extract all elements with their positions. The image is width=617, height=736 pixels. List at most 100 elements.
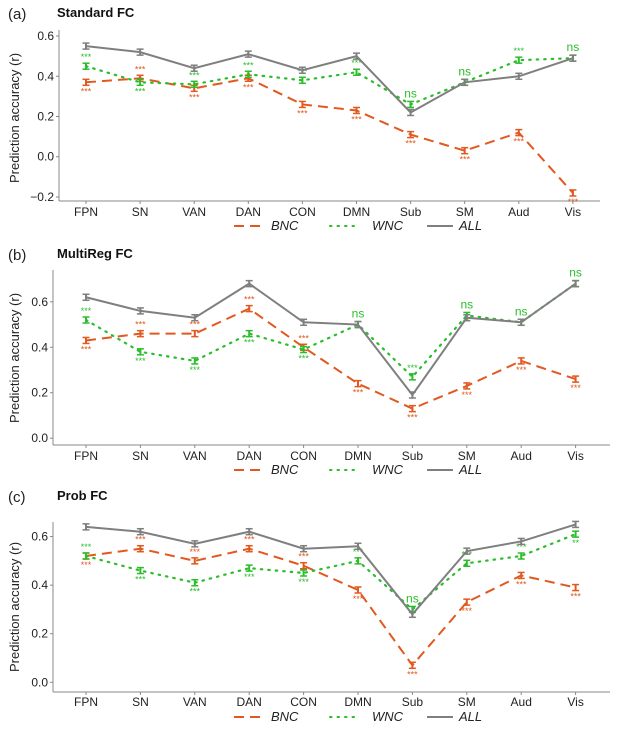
- data-point: [298, 76, 306, 85]
- significance-label: ***: [135, 64, 146, 74]
- y-tick-label: 0.0: [31, 675, 48, 689]
- significance-label: ***: [81, 52, 92, 62]
- data-point: [407, 108, 415, 117]
- data-point: [353, 106, 360, 115]
- chart-panel-a: (a) Standard FC −0.2 0.0 0.2 0.4 0.6 Prediction…: [7, 5, 600, 233]
- significance-label: ***: [407, 669, 418, 679]
- y-axis-label: Prediction accuracy (r): [7, 542, 22, 672]
- y-tick-label: 0.0: [31, 431, 48, 445]
- significance-label: ns: [515, 304, 528, 318]
- chart-title: Standard FC: [57, 5, 135, 20]
- data-point: [136, 329, 144, 338]
- data-point: [463, 313, 471, 322]
- data-point: [354, 586, 362, 594]
- data-point: [572, 530, 580, 538]
- significance-label: ***: [135, 535, 146, 545]
- data-point: [245, 544, 253, 553]
- significance-label: ***: [81, 306, 92, 316]
- significance-label: ns: [567, 40, 580, 54]
- x-tick-label: CON: [289, 205, 316, 219]
- x-tick-label: Sub: [402, 449, 424, 463]
- legend-label: ALL: [458, 709, 482, 724]
- legend-label: WNC: [372, 709, 404, 724]
- legend-item-wnc: WNC: [329, 462, 404, 477]
- legend-label: BNC: [271, 709, 299, 724]
- data-point: [82, 552, 90, 560]
- x-tick-label: SN: [132, 695, 149, 709]
- significance-label: ***: [135, 575, 146, 585]
- data-point: [408, 610, 416, 619]
- significance-label: ***: [353, 594, 364, 604]
- x-tick-label: DMN: [343, 205, 370, 219]
- series-all: [82, 42, 577, 117]
- panel-letter: (b): [8, 247, 26, 264]
- significance-label: ***: [81, 86, 92, 96]
- data-point: [572, 583, 580, 592]
- data-point: [354, 542, 362, 551]
- data-point: [191, 540, 199, 548]
- significance-label: ***: [81, 560, 92, 570]
- significance-label: ***: [244, 572, 255, 582]
- significance-label: ***: [297, 108, 308, 118]
- y-axis-label: Prediction accuracy (r): [7, 293, 22, 423]
- x-tick-label: DMN: [344, 449, 371, 463]
- legend-label: BNC: [271, 218, 299, 233]
- significance-label: ns: [352, 307, 365, 321]
- x-tick-label: Aud: [511, 695, 532, 709]
- significance-label: ***: [81, 542, 92, 552]
- data-point: [572, 375, 580, 383]
- significance-label: ***: [516, 365, 527, 375]
- data-point: [300, 561, 308, 570]
- x-tick-label: SM: [458, 695, 476, 709]
- data-point: [245, 564, 253, 572]
- data-point: [515, 72, 523, 81]
- x-tick-label: DAN: [237, 449, 262, 463]
- data-point: [354, 320, 362, 329]
- chart-panel-c: (c) Prob FC 0.0 0.2 0.4 0.6 Prediction accurac…: [7, 488, 610, 724]
- significance-label: ***: [298, 577, 309, 587]
- data-point: [408, 404, 416, 413]
- data-point: [191, 357, 199, 365]
- data-point: [517, 552, 525, 560]
- x-tick-label: Aud: [508, 205, 529, 219]
- significance-label: ***: [244, 295, 255, 305]
- x-tick-label: SN: [132, 205, 149, 219]
- chart-panel-b: (b) MultiReg FC 0.0 0.2 0.4 0.6 Prediction acc…: [7, 246, 610, 477]
- data-point: [245, 527, 253, 536]
- x-tick-label: VAN: [183, 695, 207, 709]
- panel-letter: (a): [8, 6, 26, 23]
- significance-label: ***: [570, 592, 581, 602]
- data-point: [245, 329, 253, 338]
- panel-letter: (c): [8, 489, 26, 506]
- significance-label: ***: [405, 139, 416, 149]
- data-point: [190, 64, 198, 72]
- significance-label: ***: [351, 114, 362, 124]
- significance-label: ns: [460, 297, 473, 311]
- series-line-bnc: [85, 547, 576, 667]
- significance-label: ***: [514, 46, 525, 56]
- legend-item-all: ALL: [427, 218, 482, 233]
- legend-item-wnc: WNC: [329, 218, 404, 233]
- data-point: [300, 569, 308, 577]
- y-tick-label: −0.2: [30, 190, 54, 204]
- data-point: [463, 547, 471, 555]
- data-point: [353, 52, 360, 60]
- y-tick-label: 0.2: [31, 627, 48, 641]
- data-point: [136, 566, 144, 575]
- x-tick-label: SM: [458, 449, 476, 463]
- data-point: [82, 523, 90, 531]
- legend-item-all: ALL: [427, 709, 482, 724]
- x-tick-label: Sub: [400, 205, 422, 219]
- data-point: [515, 128, 523, 137]
- significance-label: ***: [189, 70, 200, 80]
- y-tick-label: 0.4: [31, 578, 48, 592]
- significance-label: ***: [244, 338, 255, 348]
- significance-label: ***: [190, 587, 201, 597]
- data-point: [461, 146, 469, 155]
- data-point: [82, 42, 90, 50]
- data-point: [517, 357, 525, 365]
- data-point: [515, 56, 523, 64]
- data-point: [298, 66, 306, 74]
- significance-label: ns: [406, 591, 419, 605]
